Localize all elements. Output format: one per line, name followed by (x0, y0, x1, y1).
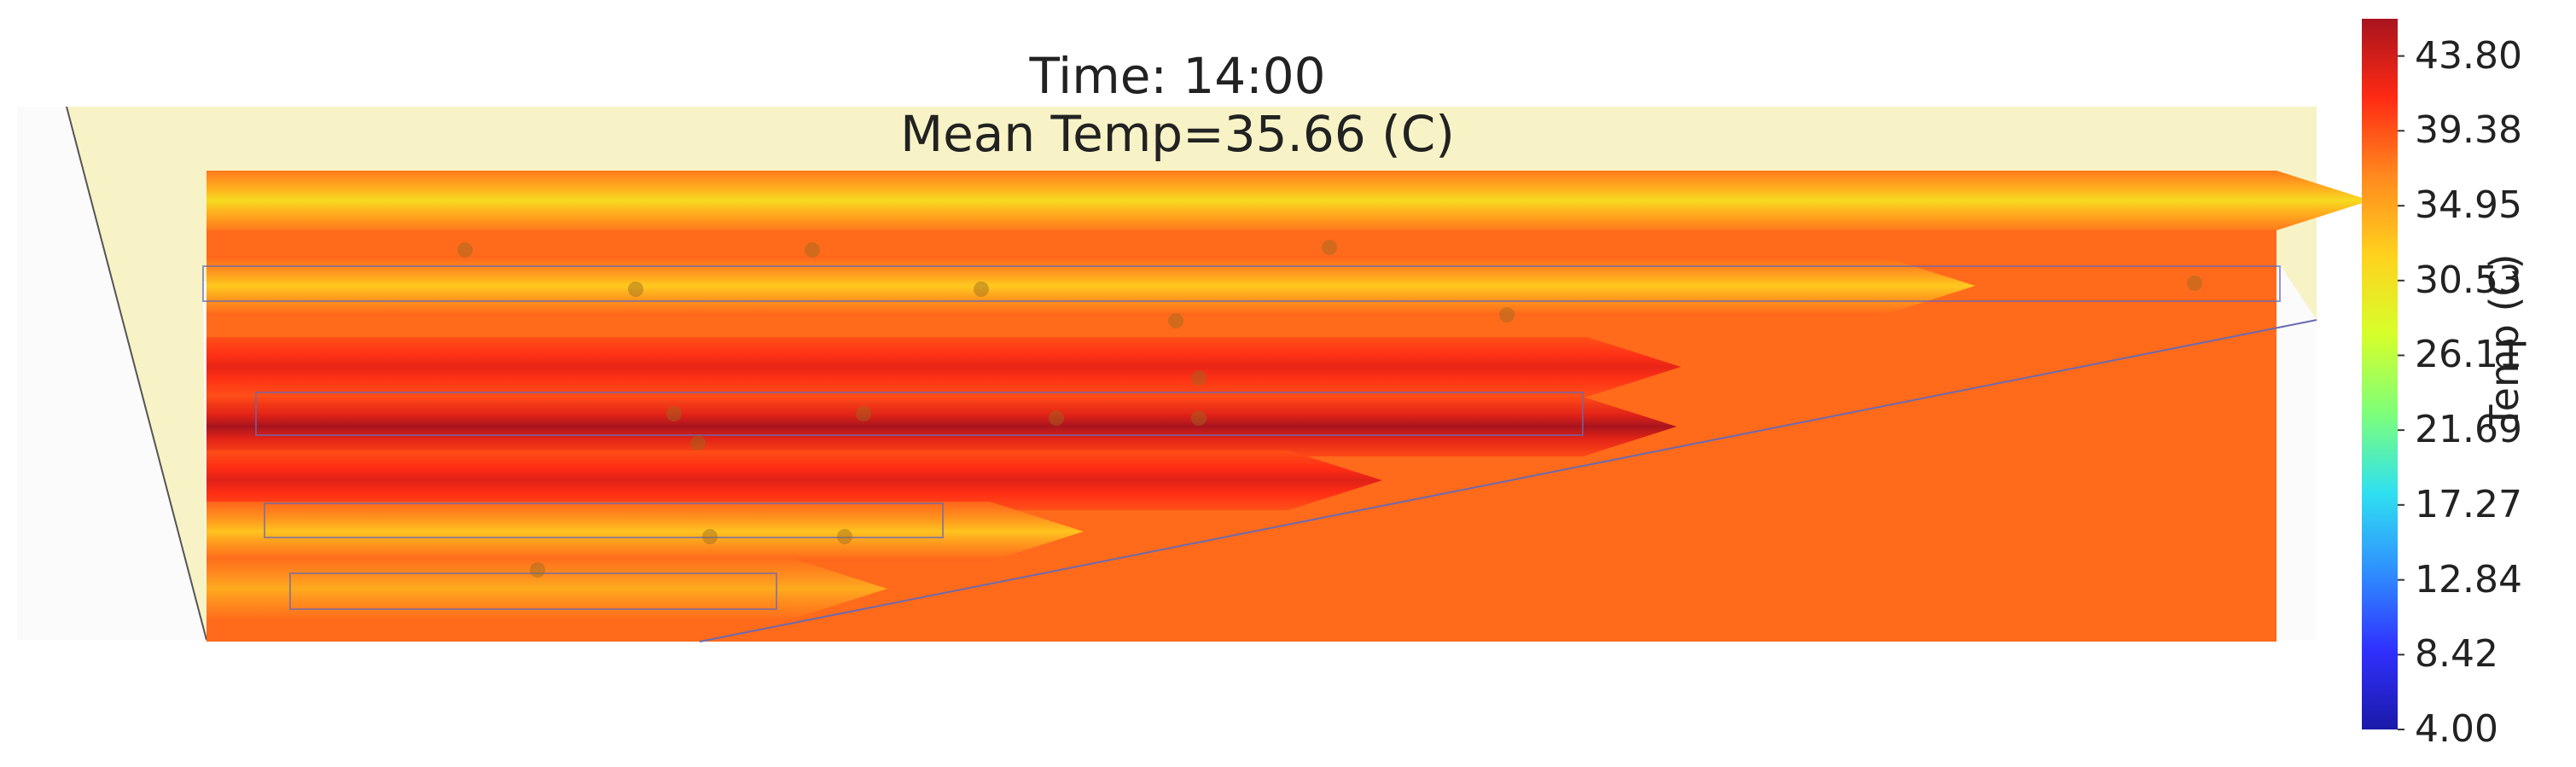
sensor-point (1191, 370, 1207, 386)
sensor-point (690, 435, 706, 450)
colorbar-tick-label: 4.00 (2415, 707, 2498, 751)
sensor-point (666, 406, 682, 421)
heat-band-5 (206, 450, 1382, 510)
colorbar (2362, 19, 2404, 730)
colorbar-tick-label: 17.27 (2415, 482, 2522, 526)
sensor-point (1191, 410, 1207, 426)
heat-band-4 (206, 397, 1677, 456)
left-sidewall-edge (66, 106, 207, 641)
sensor-point (457, 242, 473, 258)
sensor-point (805, 242, 820, 258)
sensor-point (1049, 410, 1064, 426)
panel-outline-3 (264, 503, 944, 538)
panel-outline-2 (255, 392, 1584, 436)
panel-outline-1 (202, 265, 2281, 302)
right-slope-edge (699, 319, 2317, 642)
colorbar-tick-label: 39.38 (2415, 108, 2522, 153)
heat-band-6 (206, 502, 1084, 561)
sensor-point (2187, 276, 2202, 291)
colorbar-tick-label: 34.95 (2415, 183, 2522, 228)
sensor-point (702, 529, 718, 544)
sensor-point (974, 282, 989, 297)
colorbar-tick-label: 30.53 (2415, 258, 2522, 302)
sensor-point (1168, 313, 1183, 328)
colorbar-tick-label: 21.69 (2415, 408, 2522, 452)
heat-band-1 (206, 171, 2370, 230)
sensor-point (837, 529, 852, 544)
sensor-point (856, 406, 871, 421)
chart-title-mean-temp: Mean Temp=35.66 (C) (900, 105, 1455, 163)
heat-band-3 (206, 337, 1681, 397)
colorbar-gradient (2362, 19, 2398, 729)
colorbar-label: Temp (C) (2481, 253, 2527, 429)
colorbar-tick-label: 43.80 (2415, 33, 2522, 78)
colorbar-tick-label: 26.11 (2415, 333, 2522, 377)
colorbar-tick-label: 8.42 (2415, 632, 2498, 677)
heat-band-2 (206, 256, 1975, 316)
colorbar-tick-label: 12.84 (2415, 557, 2522, 601)
chart-title-time: Time: 14:00 (1029, 47, 1326, 105)
sensor-point (1499, 307, 1515, 322)
sensor-point (628, 282, 643, 297)
sensor-point (530, 562, 545, 578)
panel-outline-4 (289, 572, 777, 610)
sensor-point (1322, 240, 1337, 255)
